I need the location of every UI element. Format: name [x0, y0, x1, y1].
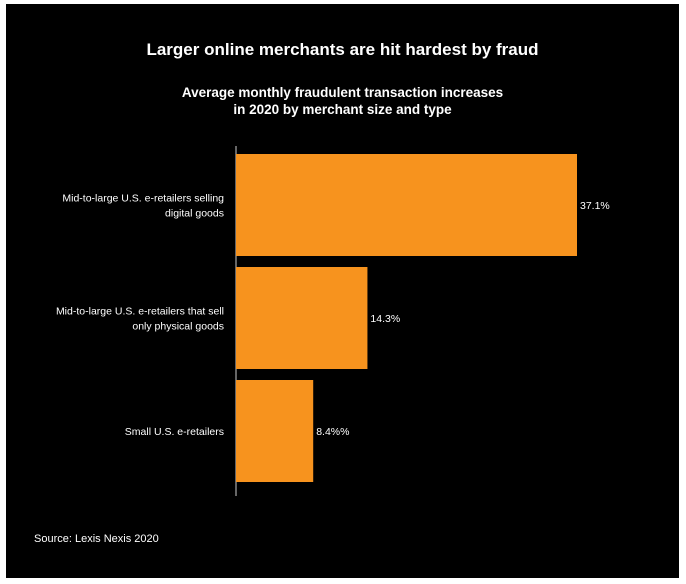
bar-value-label: 8.4%% — [316, 426, 349, 438]
source-note: Source: Lexis Nexis 2020 — [34, 533, 159, 545]
bar — [236, 267, 368, 369]
category-label: Mid-to-large U.S. e-retailers that sell o… — [56, 306, 224, 333]
category-label-line: Mid-to-large U.S. e-retailers selling — [62, 193, 224, 205]
bar-chart: 37.1% Mid-to-large U.S. e-retailers selli… — [56, 146, 610, 496]
bar-value-label: 37.1% — [580, 200, 610, 212]
chart-frame: Larger online merchants are hit hardest … — [6, 4, 679, 578]
chart-subtitle-line-1: Average monthly fraudulent transaction i… — [181, 85, 504, 100]
category-label-line: digital goods — [165, 208, 224, 220]
category-label-line: Mid-to-large U.S. e-retailers that sell — [56, 306, 224, 318]
chart-title: Larger online merchants are hit hardest … — [146, 40, 539, 59]
category-label-line: Small U.S. e-retailers — [125, 426, 224, 438]
chart-subtitle-line-2: in 2020 by merchant size and type — [233, 102, 452, 117]
bar — [236, 380, 314, 482]
bar-value-label: 14.3% — [370, 313, 400, 325]
category-label: Mid-to-large U.S. e-retailers selling dig… — [62, 193, 224, 220]
bar — [236, 154, 577, 256]
chart-subtitle: Average monthly fraudulent transaction i… — [6, 84, 679, 118]
category-label: Small U.S. e-retailers — [125, 426, 224, 438]
category-label-line: only physical goods — [132, 321, 224, 333]
